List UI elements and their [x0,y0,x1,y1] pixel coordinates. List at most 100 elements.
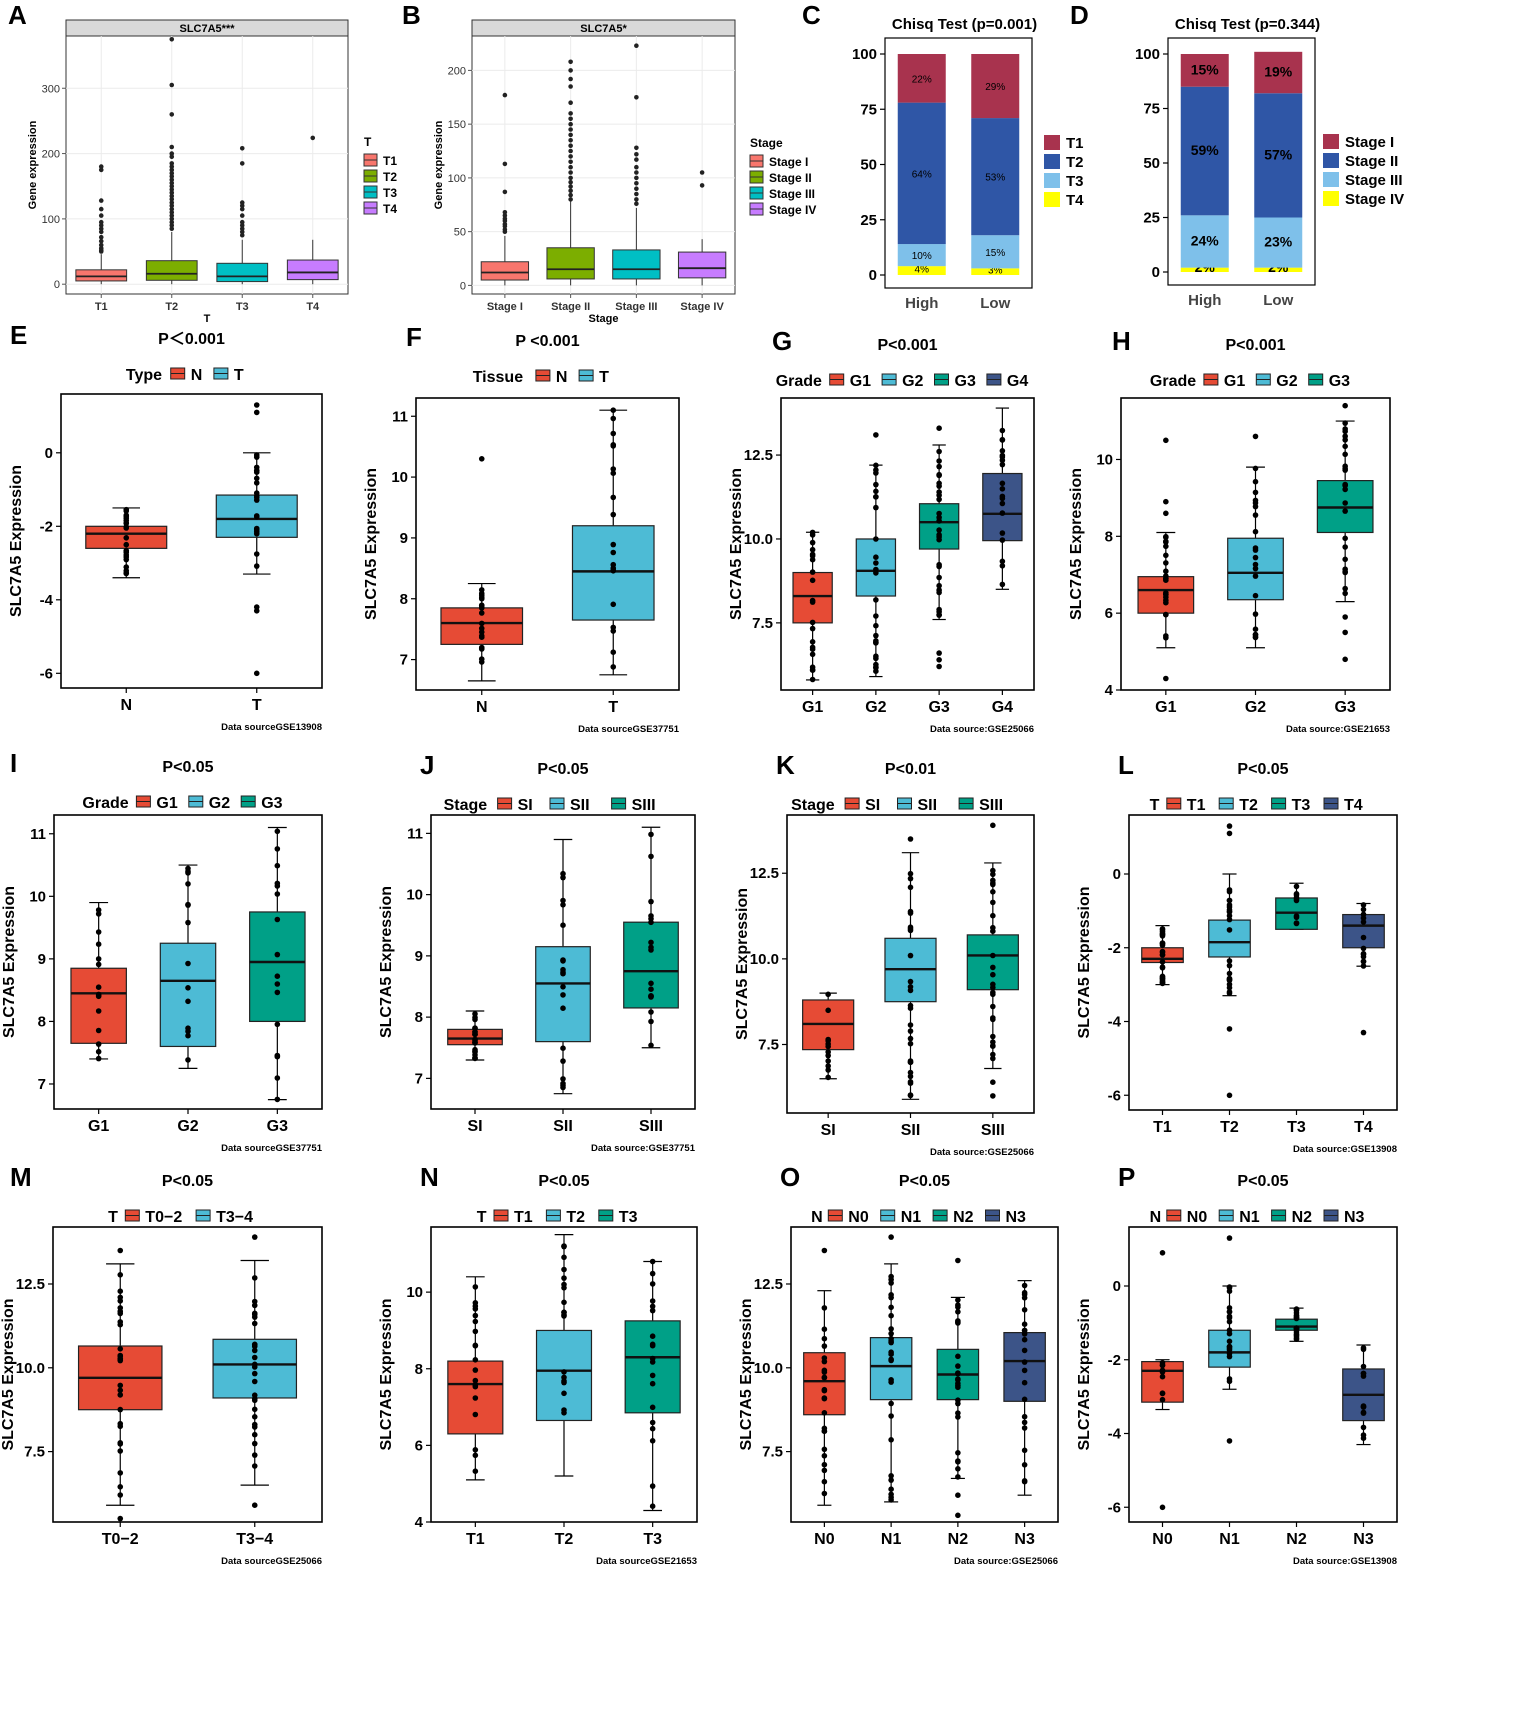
data-point [888,1326,894,1332]
data-point [274,1053,281,1060]
legend-swatch [1323,134,1339,149]
data-point [274,1075,281,1081]
data-point [936,483,942,489]
x-tick-label: N2 [1286,1531,1307,1548]
data-point [251,1310,258,1317]
data-point [274,828,281,835]
data-point [185,902,191,908]
data-point [1360,1363,1367,1370]
data-point [251,1361,258,1368]
data-point [999,437,1006,443]
data-point [1360,953,1367,960]
bar-segment-label: 10% [912,251,932,262]
data-point [1293,897,1300,904]
data-point [1159,1373,1166,1380]
data-point [1252,528,1259,535]
legend-label: G2 [902,373,923,390]
data-point [873,481,879,488]
outlier-point [1226,830,1233,837]
x-tick-label: G3 [1334,699,1355,716]
data-point [873,570,879,576]
x-tick-label: N1 [881,1531,902,1548]
data-point [117,1346,124,1352]
data-point [1226,897,1233,904]
box-T1 [447,1276,504,1481]
outlier-point [568,175,573,181]
data-point [1342,585,1348,592]
data-point [821,1326,828,1332]
data-source-label: Data sourceGSE37751 [578,724,680,735]
data-point [472,1328,479,1335]
x-tick-label: High [905,295,938,312]
legend-label: G4 [1007,373,1028,390]
data-point [1163,539,1169,545]
outlier-point [239,206,245,212]
data-point [1342,437,1348,443]
data-point [873,504,879,511]
data-point [472,1367,479,1373]
box-Stage IV [677,170,727,286]
data-point [825,1074,831,1081]
outlier-point [478,456,485,462]
data-point [1252,561,1259,568]
y-tick-label: 50 [860,157,877,174]
outlier-point [251,1502,258,1508]
data-point [123,564,130,570]
outlier-point [1163,437,1169,444]
outlier-point [169,112,175,117]
data-point [472,1031,478,1038]
data-point [936,510,942,517]
data-point [1293,1332,1300,1338]
facet-strip-label: SLC7A5* [580,23,627,35]
outlier-point [568,164,573,170]
data-point [478,610,485,616]
data-point [999,486,1006,492]
data-point [873,488,879,495]
box-Stage III [612,43,661,286]
data-point [117,1272,124,1278]
data-point [649,1404,656,1411]
data-point [1342,467,1348,473]
plot-frame [1128,814,1398,1111]
data-point [999,480,1006,487]
data-point [809,664,816,670]
data-point [472,1036,478,1043]
y-axis-label: SLC7A5 Expression [738,1298,755,1450]
outlier-point [1226,823,1233,829]
legend-label: N0 [1187,1209,1208,1226]
data-point [649,1355,656,1362]
panel-letter: I [10,748,17,778]
outlier-point [502,161,508,167]
outlier-point [634,170,639,175]
box-SII [884,836,937,1100]
data-point [1163,599,1169,606]
outlier-point [117,1515,124,1522]
legend-label: T2 [566,1209,585,1226]
data-point [999,452,1006,459]
data-point [1159,952,1166,958]
data-point [1163,568,1169,574]
legend-label: Stage II [769,171,812,185]
outlier-point [169,154,175,160]
outlier-point [239,161,245,166]
data-point [185,868,191,875]
data-point [936,492,942,499]
data-point [648,939,654,946]
outlier-point [98,213,104,218]
y-tick-label: -4 [1108,1014,1122,1031]
box-body [216,262,269,283]
legend-label: T [599,369,609,386]
y-tick-label: -6 [1108,1499,1121,1516]
panel-title: P<0.001 [877,337,937,354]
outlier-point [634,157,639,162]
outlier-point [888,1234,894,1240]
outlier-point [98,242,104,248]
x-tick-label: T2 [1220,1119,1239,1136]
box-G3 [918,425,960,670]
plot-frame [884,37,1033,289]
data-point [821,1428,828,1434]
box-N2 [936,1257,980,1519]
data-point [117,1305,124,1311]
data-point [1226,1313,1233,1320]
outlier-point [98,219,104,225]
